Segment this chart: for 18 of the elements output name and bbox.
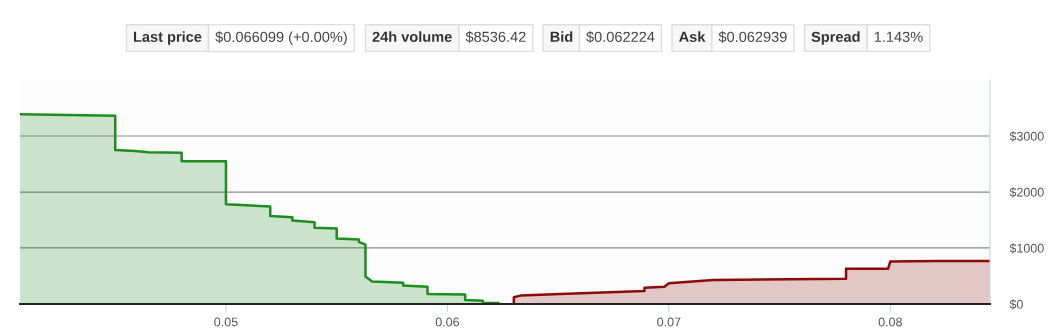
y-tick-label: $2000 [1009,187,1044,198]
x-tick-label: 0.05 [214,317,238,327]
text: Spread [811,31,860,45]
text: 1.143% [874,31,923,42]
text: $0.062224 [586,31,655,43]
text: $0.062939 [718,31,787,43]
x-tick-label: 0.08 [878,317,902,327]
text: 24h volume [372,31,452,42]
x-tick-label: 0.07 [657,317,681,327]
y-tick-label: $3000 [1009,131,1044,142]
y-tick-label: $1000 [1009,243,1044,254]
text: $8536.42 [465,31,526,43]
text: Ask [679,31,706,42]
x-tick-label: 0.06 [435,317,460,327]
text: Bid [550,31,573,42]
text: Last price [133,31,202,45]
text: $0.066099 (+0.00%) [215,31,347,45]
y-tick-label: $0 [1009,299,1023,310]
